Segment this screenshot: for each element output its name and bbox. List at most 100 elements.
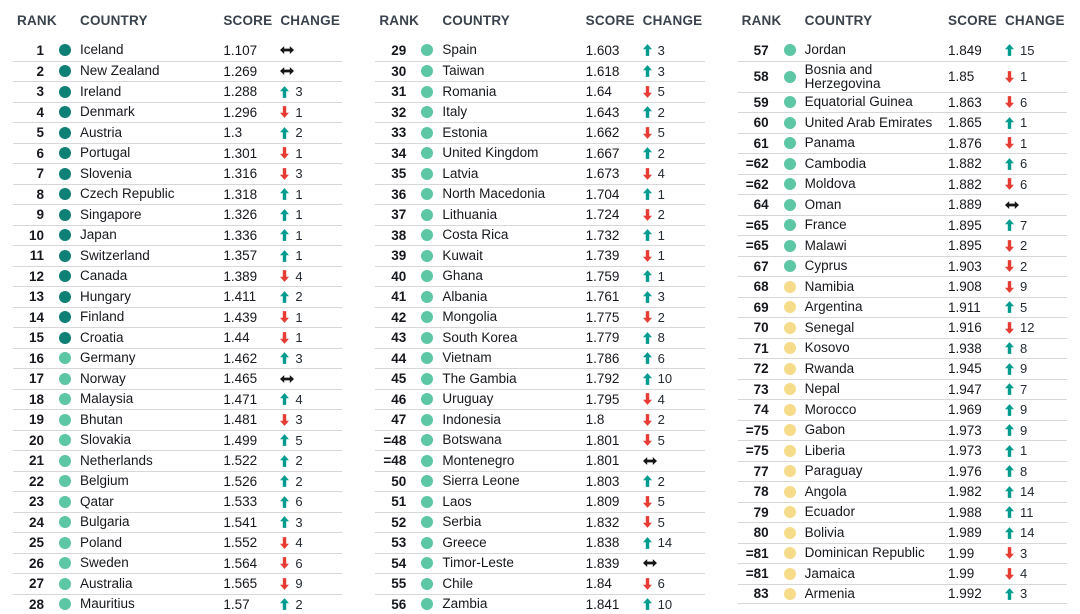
change-value: 5 bbox=[657, 84, 665, 100]
change-value: 1 bbox=[295, 309, 303, 325]
country-name: Jordan bbox=[804, 42, 846, 58]
country-name: Greece bbox=[442, 534, 487, 550]
rank-value: 30 bbox=[391, 63, 407, 79]
peace-tier-dot-icon bbox=[421, 372, 434, 385]
change-value: 3 bbox=[295, 166, 303, 182]
change-cell: 4 bbox=[280, 535, 342, 550]
peace-tier-dot-icon bbox=[421, 598, 434, 611]
score-value: 1.903 bbox=[947, 258, 982, 274]
country-name: Uruguay bbox=[442, 391, 494, 407]
country-cell: Kuwait bbox=[421, 248, 585, 264]
change-value: 14 bbox=[657, 535, 673, 551]
table-row: 36 North Macedonia 1.704 1 bbox=[375, 183, 705, 205]
country-cell: Germany bbox=[59, 350, 223, 366]
score-value: 1.761 bbox=[585, 289, 620, 305]
peace-tier-dot-icon bbox=[421, 147, 434, 160]
table-row: 44 Vietnam 1.786 6 bbox=[375, 347, 705, 369]
change-cell: 9 bbox=[1004, 361, 1067, 376]
country-cell: Bhutan bbox=[59, 412, 223, 428]
table-row: 33 Estonia 1.662 5 bbox=[375, 122, 705, 143]
change-value: 1 bbox=[295, 227, 303, 243]
down-arrow-icon bbox=[280, 147, 290, 160]
score-value: 1.938 bbox=[947, 340, 982, 356]
up-arrow-icon bbox=[642, 475, 652, 488]
country-name: Germany bbox=[80, 350, 136, 366]
table-row: =81 Dominican Republic 1.99 3 bbox=[737, 542, 1067, 564]
country-cell: Japan bbox=[59, 227, 223, 243]
country-name: Gabon bbox=[804, 422, 846, 438]
up-arrow-icon bbox=[1004, 157, 1014, 170]
score-value: 1.64 bbox=[585, 84, 612, 100]
up-arrow-icon bbox=[1004, 116, 1014, 129]
peace-tier-dot-icon bbox=[59, 577, 71, 590]
rank-value: 55 bbox=[391, 576, 407, 592]
country-cell: Bulgaria bbox=[59, 514, 223, 530]
score-column-header: SCORE bbox=[585, 12, 635, 28]
change-cell: 3 bbox=[1004, 546, 1067, 561]
peace-tier-dot-icon bbox=[421, 126, 434, 139]
table-row: 26 Sweden 1.564 6 bbox=[13, 552, 343, 574]
table-rows: 29 Spain 1.603 3 30 Taiwan 1.618 3 31 Romania 1.64… bbox=[375, 40, 705, 614]
rank-value: 27 bbox=[28, 576, 44, 592]
score-value: 1.775 bbox=[585, 309, 620, 325]
change-value: 3 bbox=[657, 63, 665, 79]
up-arrow-icon bbox=[280, 290, 290, 303]
country-cell: Equatorial Guinea bbox=[783, 94, 948, 110]
down-arrow-icon bbox=[280, 167, 290, 180]
down-arrow-icon bbox=[280, 557, 290, 570]
country-name: Jamaica bbox=[804, 565, 855, 581]
table-row: 50 Sierra Leone 1.803 2 bbox=[375, 470, 705, 492]
peace-tier-dot-icon bbox=[59, 44, 71, 57]
country-name: Bolivia bbox=[804, 524, 845, 540]
peace-tier-dot-icon bbox=[421, 44, 434, 57]
rank-value: 51 bbox=[391, 494, 407, 510]
peace-tier-dot-icon bbox=[59, 85, 71, 98]
change-cell: 6 bbox=[1004, 95, 1067, 110]
country-cell: Costa Rica bbox=[421, 227, 585, 243]
country-cell: Switzerland bbox=[59, 248, 223, 264]
country-column-header: COUNTRY bbox=[804, 12, 873, 28]
score-value: 1.533 bbox=[223, 494, 258, 510]
peace-tier-dot-icon bbox=[59, 557, 71, 570]
change-value: 3 bbox=[1019, 586, 1028, 602]
down-arrow-icon bbox=[280, 577, 290, 590]
score-value: 1.916 bbox=[947, 320, 982, 336]
table-row: 32 Italy 1.643 2 bbox=[375, 101, 705, 123]
country-name: Estonia bbox=[442, 124, 488, 140]
score-value: 1.603 bbox=[585, 42, 620, 58]
ranking-table-2: RANK COUNTRY SCORE CHANGE 29 Spain 1.603 3 3… bbox=[375, 0, 705, 614]
score-value: 1.786 bbox=[585, 350, 620, 366]
table-row: 46 Uruguay 1.795 4 bbox=[375, 388, 705, 410]
country-cell: Finland bbox=[59, 309, 223, 325]
country-cell: Nepal bbox=[783, 381, 948, 397]
rank-value: 83 bbox=[753, 586, 769, 602]
table-row: 12 Canada 1.389 4 bbox=[13, 265, 343, 287]
change-cell: 2 bbox=[1004, 259, 1067, 274]
change-cell: 2 bbox=[280, 474, 342, 489]
country-cell: Belgium bbox=[59, 473, 223, 489]
country-name: Timor-Leste bbox=[442, 555, 514, 571]
country-name: Spain bbox=[442, 42, 477, 58]
peace-tier-dot-icon bbox=[59, 475, 71, 488]
country-name: Ghana bbox=[442, 268, 483, 284]
down-arrow-icon bbox=[280, 413, 290, 426]
change-value: 12 bbox=[1019, 320, 1035, 336]
peace-tier-dot-icon bbox=[783, 260, 796, 273]
peace-tier-dot-icon bbox=[59, 188, 71, 201]
peace-tier-dot-icon bbox=[421, 65, 434, 78]
change-value: 8 bbox=[1019, 463, 1028, 479]
up-arrow-icon bbox=[642, 44, 652, 57]
change-cell: 1 bbox=[280, 248, 342, 263]
change-cell: 2 bbox=[642, 146, 705, 161]
score-column-header: SCORE bbox=[223, 12, 273, 28]
change-value: 1 bbox=[295, 145, 303, 161]
country-name: Oman bbox=[804, 196, 842, 212]
table-row: 71 Kosovo 1.938 8 bbox=[737, 337, 1067, 359]
change-cell: 5 bbox=[642, 125, 705, 140]
table-row: 28 Mauritius 1.57 2 bbox=[13, 593, 343, 614]
peace-tier-dot-icon bbox=[59, 516, 71, 529]
rank-value: =65 bbox=[745, 217, 769, 233]
change-value: 1 bbox=[1019, 135, 1028, 151]
country-cell: France bbox=[783, 217, 948, 233]
score-value: 1.849 bbox=[947, 42, 982, 58]
